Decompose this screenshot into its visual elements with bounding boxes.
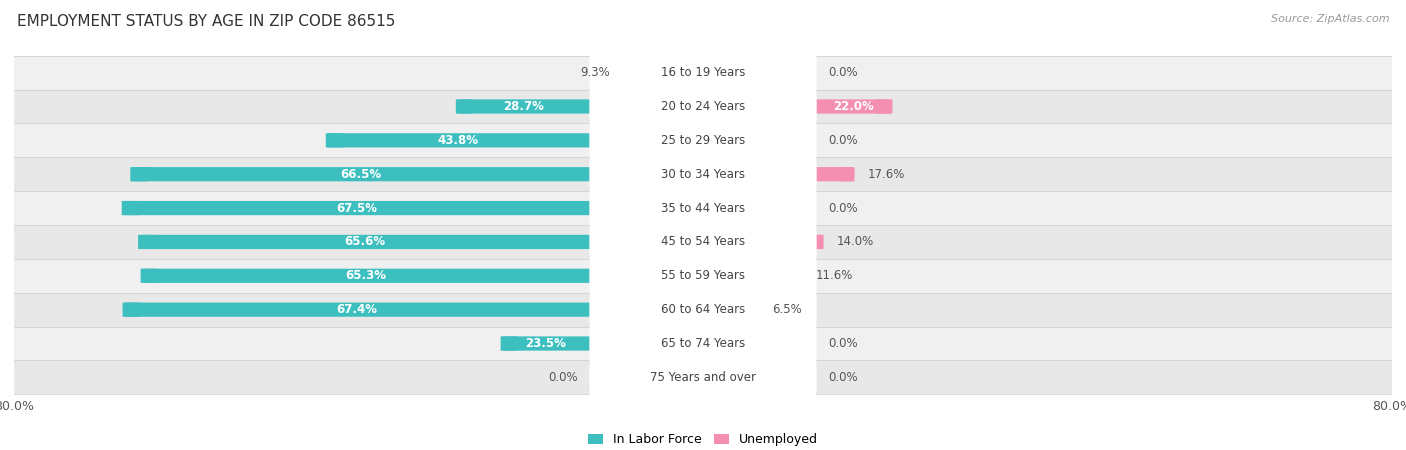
FancyBboxPatch shape — [589, 82, 817, 131]
FancyBboxPatch shape — [138, 235, 155, 249]
FancyBboxPatch shape — [589, 285, 817, 334]
Text: 0.0%: 0.0% — [828, 134, 858, 147]
Bar — [14, 158, 1392, 191]
Text: 67.4%: 67.4% — [336, 303, 377, 316]
Text: 65.6%: 65.6% — [344, 235, 385, 248]
Text: 0.0%: 0.0% — [828, 371, 858, 384]
Text: 6.5%: 6.5% — [772, 303, 801, 316]
Text: Source: ZipAtlas.com: Source: ZipAtlas.com — [1271, 14, 1389, 23]
Legend: In Labor Force, Unemployed: In Labor Force, Unemployed — [583, 428, 823, 450]
Text: 14.0%: 14.0% — [837, 235, 873, 248]
Text: 0.0%: 0.0% — [828, 202, 858, 215]
Text: 43.8%: 43.8% — [437, 134, 479, 147]
Text: 22.0%: 22.0% — [834, 100, 875, 113]
Bar — [14, 327, 1392, 360]
FancyBboxPatch shape — [131, 167, 148, 181]
Text: 20 to 24 Years: 20 to 24 Years — [661, 100, 745, 113]
Text: 9.3%: 9.3% — [581, 66, 610, 79]
FancyBboxPatch shape — [589, 48, 817, 97]
FancyBboxPatch shape — [122, 302, 139, 317]
Bar — [14, 123, 1392, 158]
Text: 0.0%: 0.0% — [548, 371, 578, 384]
FancyBboxPatch shape — [875, 99, 893, 113]
Bar — [14, 90, 1392, 123]
FancyBboxPatch shape — [143, 269, 591, 283]
FancyBboxPatch shape — [589, 251, 817, 301]
FancyBboxPatch shape — [125, 302, 591, 317]
FancyBboxPatch shape — [503, 337, 591, 351]
Text: EMPLOYMENT STATUS BY AGE IN ZIP CODE 86515: EMPLOYMENT STATUS BY AGE IN ZIP CODE 865… — [17, 14, 395, 28]
Bar — [14, 225, 1392, 259]
FancyBboxPatch shape — [589, 353, 817, 402]
FancyBboxPatch shape — [124, 201, 591, 215]
Text: 17.6%: 17.6% — [868, 168, 905, 181]
FancyBboxPatch shape — [141, 235, 591, 249]
Text: 0.0%: 0.0% — [828, 66, 858, 79]
FancyBboxPatch shape — [501, 337, 517, 351]
FancyBboxPatch shape — [589, 217, 817, 267]
Text: 23.5%: 23.5% — [526, 337, 567, 350]
Text: 35 to 44 Years: 35 to 44 Years — [661, 202, 745, 215]
Text: 65.3%: 65.3% — [346, 269, 387, 282]
Text: 60 to 64 Years: 60 to 64 Years — [661, 303, 745, 316]
FancyBboxPatch shape — [589, 319, 817, 368]
FancyBboxPatch shape — [815, 99, 890, 113]
Bar — [14, 259, 1392, 292]
Text: 66.5%: 66.5% — [340, 168, 381, 181]
Text: 65 to 74 Years: 65 to 74 Years — [661, 337, 745, 350]
FancyBboxPatch shape — [134, 167, 591, 181]
Bar — [14, 191, 1392, 225]
FancyBboxPatch shape — [122, 201, 139, 215]
Text: 11.6%: 11.6% — [815, 269, 853, 282]
FancyBboxPatch shape — [815, 167, 852, 181]
Text: 67.5%: 67.5% — [336, 202, 377, 215]
Bar — [14, 56, 1392, 90]
FancyBboxPatch shape — [326, 133, 343, 148]
Text: 45 to 54 Years: 45 to 54 Years — [661, 235, 745, 248]
Bar — [14, 292, 1392, 327]
Text: 16 to 19 Years: 16 to 19 Years — [661, 66, 745, 79]
FancyBboxPatch shape — [838, 167, 855, 181]
Text: 30 to 34 Years: 30 to 34 Years — [661, 168, 745, 181]
FancyBboxPatch shape — [815, 235, 824, 249]
FancyBboxPatch shape — [141, 269, 157, 283]
FancyBboxPatch shape — [458, 99, 591, 113]
Text: 55 to 59 Years: 55 to 59 Years — [661, 269, 745, 282]
Text: 75 Years and over: 75 Years and over — [650, 371, 756, 384]
FancyBboxPatch shape — [456, 99, 472, 113]
Bar — [14, 360, 1392, 394]
FancyBboxPatch shape — [589, 183, 817, 233]
Text: 28.7%: 28.7% — [503, 100, 544, 113]
Text: 25 to 29 Years: 25 to 29 Years — [661, 134, 745, 147]
FancyBboxPatch shape — [589, 149, 817, 199]
FancyBboxPatch shape — [815, 235, 821, 249]
Text: 0.0%: 0.0% — [828, 337, 858, 350]
FancyBboxPatch shape — [329, 133, 591, 148]
FancyBboxPatch shape — [589, 116, 817, 165]
